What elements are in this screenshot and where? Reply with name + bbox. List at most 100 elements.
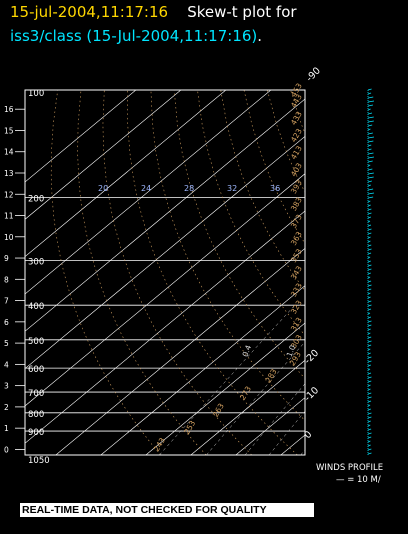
wind-barb — [367, 300, 372, 303]
wind-barb — [367, 276, 371, 279]
dry-adiabat — [77, 90, 207, 455]
wind-barb — [367, 156, 375, 159]
wind-barb — [367, 208, 372, 211]
height-tick-label: 5 — [4, 339, 9, 348]
wind-barb — [367, 232, 372, 235]
isotherm-line — [25, 210, 305, 444]
wind-barb — [367, 376, 372, 379]
dry-adiabat-label: 273 — [238, 384, 253, 401]
wind-barb — [367, 344, 372, 347]
wind-barb — [367, 396, 372, 399]
wind-barb — [367, 420, 371, 423]
wind-profile-title: WINDS PROFILE — [316, 463, 383, 473]
moist-adiabat — [385, 153, 408, 455]
isotherm-line — [25, 135, 305, 370]
wind-barb — [367, 176, 374, 179]
series-line-temperature — [348, 90, 394, 447]
moist-adiabat-label: 20 — [98, 184, 108, 193]
dry-adiabat-label: 433 — [289, 110, 304, 127]
wind-barb — [367, 352, 371, 355]
wind-barb — [367, 380, 372, 383]
wind-barb — [367, 436, 372, 439]
isotherm-line — [235, 397, 305, 455]
wind-barb — [367, 432, 372, 435]
wind-barb — [367, 104, 374, 107]
dry-adiabat — [150, 90, 305, 421]
wind-barb — [367, 452, 372, 455]
height-tick-label: 10 — [4, 233, 14, 242]
height-tick-label: 3 — [4, 382, 9, 391]
wind-barb — [367, 272, 371, 275]
wind-barb — [367, 212, 372, 215]
wind-barb — [367, 124, 373, 127]
wind-barb — [367, 324, 372, 327]
dry-adiabat — [220, 90, 305, 292]
isotherm-line — [25, 173, 305, 407]
wind-barb — [367, 268, 372, 271]
pressure-tick-label: 200 — [28, 195, 44, 205]
title-dataset: iss3/class (15-Jul-2004,11:17:16) — [10, 27, 258, 45]
wind-barb — [367, 404, 371, 407]
wind-barb — [367, 160, 373, 163]
dry-adiabat — [384, 90, 408, 455]
height-tick-label: 16 — [4, 105, 14, 114]
height-tick-label: 15 — [4, 126, 14, 135]
wind-barb — [367, 256, 371, 259]
dry-adiabat-label: 253 — [182, 419, 197, 436]
dry-adiabat — [314, 90, 408, 455]
isotherm-line — [326, 90, 408, 455]
pressure-tick-label: 800 — [28, 410, 44, 420]
wind-barb — [367, 340, 372, 343]
wind-barb — [367, 204, 371, 207]
wind-barb — [367, 152, 374, 155]
isotherm-line — [25, 90, 272, 295]
wind-barb — [367, 172, 374, 175]
mixing-ratio-line — [332, 305, 408, 455]
wind-barb — [367, 164, 371, 167]
dry-adiabat-label: 413 — [289, 144, 304, 161]
wind-barb — [367, 220, 371, 223]
wind-barb — [367, 280, 372, 283]
height-tick-label: 9 — [4, 254, 9, 263]
dry-adiabat-label: 363 — [289, 230, 304, 247]
wind-profile-scale: — = 10 M/ — [336, 475, 381, 485]
isotherm-line — [25, 90, 137, 183]
right-temperature-label: 0 — [302, 429, 314, 441]
mixing-ratio-label: 0.4 — [241, 344, 254, 359]
wind-barb — [367, 336, 372, 339]
isotherm-line — [100, 285, 305, 455]
moist-adiabat — [349, 153, 393, 455]
wind-barb — [367, 308, 372, 311]
isotherm-line — [190, 359, 305, 455]
pressure-tick-label: 900 — [28, 428, 44, 438]
dry-adiabat-label: 393 — [289, 178, 304, 195]
wind-barb — [367, 348, 371, 351]
wind-barb — [367, 424, 371, 427]
quality-disclaimer: REAL-TIME DATA, NOT CHECKED FOR QUALITY — [20, 503, 314, 517]
title-line-2: iss3/class (15-Jul-2004,11:17:16). — [10, 27, 262, 45]
wind-barb — [367, 200, 371, 203]
wind-barb — [367, 240, 371, 243]
wind-barb — [367, 264, 372, 267]
pressure-tick-label: 400 — [28, 302, 44, 312]
dry-adiabat-label: 343 — [289, 264, 304, 281]
moist-adiabat-label: 32 — [227, 184, 237, 193]
dry-adiabat-label: 423 — [289, 127, 304, 144]
wind-barb — [367, 440, 371, 443]
title-date: 15-jul-2004,11:17:16 — [10, 3, 169, 21]
dry-adiabat — [197, 90, 305, 336]
wind-barb — [367, 296, 371, 299]
wind-barb — [367, 412, 372, 415]
mixing-ratio-label: 1.0 — [285, 344, 298, 359]
wind-barb — [367, 448, 372, 451]
dry-adiabat-label: 333 — [289, 281, 304, 298]
wind-barb — [367, 320, 372, 323]
mixing-ratio-line — [396, 305, 408, 455]
wind-barb — [367, 388, 371, 391]
wind-barb — [367, 112, 373, 115]
wind-barb — [367, 216, 372, 219]
wind-barb — [367, 224, 372, 227]
wind-barb — [367, 372, 372, 375]
wind-barb — [367, 416, 372, 419]
